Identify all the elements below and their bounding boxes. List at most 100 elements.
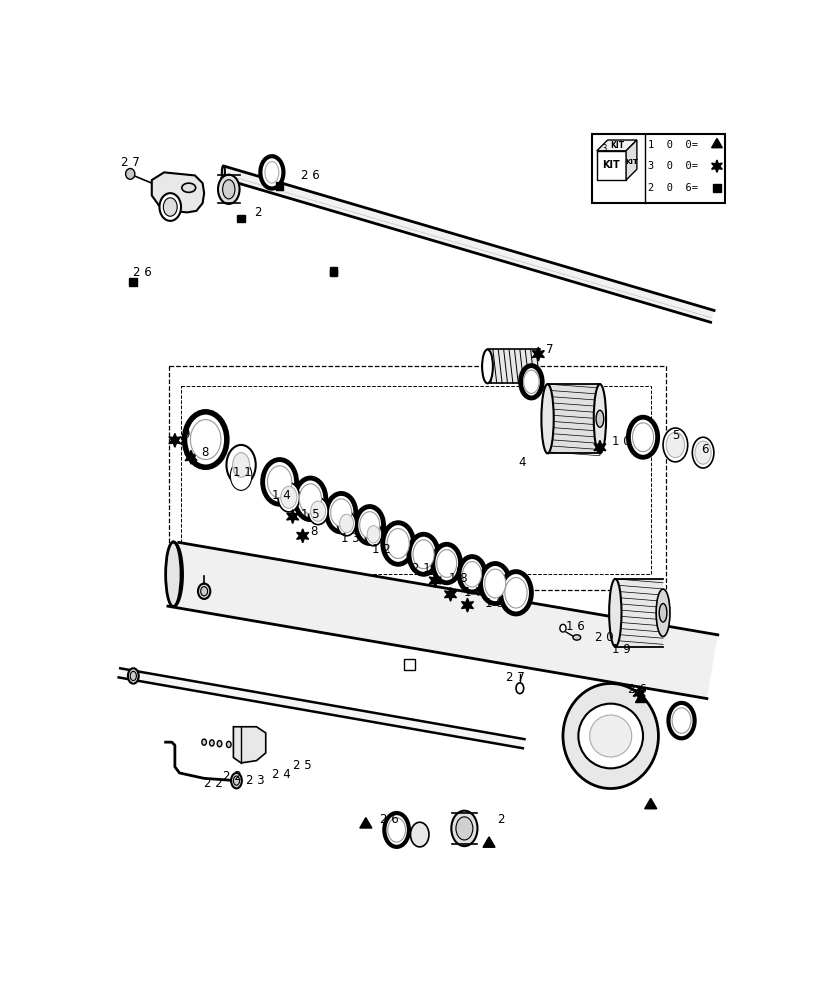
Text: 3  0  0=: 3 0 0=: [648, 161, 698, 171]
Ellipse shape: [326, 493, 356, 532]
Ellipse shape: [263, 460, 296, 504]
Ellipse shape: [126, 169, 135, 179]
Text: 2: 2: [497, 813, 504, 826]
Ellipse shape: [521, 366, 542, 398]
Ellipse shape: [594, 384, 606, 453]
Ellipse shape: [210, 740, 214, 746]
Polygon shape: [462, 598, 473, 612]
Text: 1 4: 1 4: [272, 489, 290, 502]
Ellipse shape: [388, 818, 406, 842]
Ellipse shape: [500, 572, 531, 614]
Ellipse shape: [505, 578, 527, 608]
Ellipse shape: [202, 739, 206, 745]
Ellipse shape: [695, 441, 712, 464]
Polygon shape: [532, 347, 544, 361]
Polygon shape: [636, 692, 648, 703]
Text: 2 2: 2 2: [224, 770, 242, 783]
Polygon shape: [483, 837, 495, 847]
Ellipse shape: [330, 499, 352, 527]
Text: 1 7: 1 7: [464, 586, 483, 599]
Ellipse shape: [463, 562, 481, 587]
Text: 5: 5: [672, 429, 680, 442]
Ellipse shape: [563, 683, 659, 789]
Bar: [712, 184, 721, 192]
Text: 7: 7: [546, 343, 553, 356]
Ellipse shape: [432, 544, 460, 583]
Ellipse shape: [481, 564, 510, 604]
Ellipse shape: [128, 668, 139, 684]
Text: 2 0: 2 0: [596, 631, 614, 644]
Bar: [405, 659, 415, 670]
Text: 1 5: 1 5: [301, 508, 320, 521]
Ellipse shape: [610, 579, 622, 647]
Ellipse shape: [217, 741, 222, 747]
Bar: [330, 267, 337, 275]
Text: 2 5: 2 5: [293, 759, 312, 772]
Ellipse shape: [672, 708, 691, 733]
Ellipse shape: [384, 813, 409, 847]
Bar: [170, 366, 666, 590]
Ellipse shape: [663, 428, 688, 462]
Ellipse shape: [656, 589, 670, 637]
Text: 1 8: 1 8: [449, 572, 468, 585]
Polygon shape: [286, 510, 299, 523]
Polygon shape: [222, 166, 714, 322]
Ellipse shape: [409, 534, 438, 574]
Ellipse shape: [356, 507, 384, 544]
Ellipse shape: [560, 624, 566, 632]
Ellipse shape: [410, 822, 429, 847]
Text: 4: 4: [518, 456, 526, 469]
Text: KIT: KIT: [625, 159, 638, 165]
Ellipse shape: [184, 412, 227, 467]
Bar: [592, 134, 725, 203]
Ellipse shape: [596, 410, 604, 427]
Text: 1 2: 1 2: [372, 543, 391, 556]
Text: KIT: KIT: [602, 160, 620, 170]
Ellipse shape: [413, 540, 434, 569]
Ellipse shape: [198, 584, 211, 599]
Text: 2 3: 2 3: [246, 774, 265, 787]
Ellipse shape: [227, 741, 231, 748]
Polygon shape: [152, 172, 204, 212]
Ellipse shape: [666, 432, 685, 458]
Polygon shape: [118, 668, 525, 748]
Ellipse shape: [573, 635, 581, 640]
Text: KIT: KIT: [610, 141, 624, 150]
Ellipse shape: [265, 162, 279, 183]
Ellipse shape: [387, 529, 410, 558]
Ellipse shape: [159, 193, 181, 221]
Ellipse shape: [230, 461, 252, 490]
Text: 8: 8: [310, 525, 317, 538]
Polygon shape: [360, 818, 372, 828]
Ellipse shape: [383, 523, 414, 564]
Ellipse shape: [190, 420, 221, 460]
Text: 2: 2: [255, 206, 262, 219]
Ellipse shape: [590, 715, 632, 757]
Polygon shape: [712, 160, 722, 172]
Text: 9: 9: [183, 428, 190, 441]
Ellipse shape: [628, 417, 658, 457]
Ellipse shape: [579, 704, 643, 768]
Ellipse shape: [278, 483, 299, 512]
Polygon shape: [169, 433, 181, 447]
Text: 2  0  6=: 2 0 6=: [648, 183, 698, 193]
Ellipse shape: [222, 166, 225, 179]
Ellipse shape: [201, 587, 207, 596]
Bar: [596, 151, 626, 180]
Ellipse shape: [233, 453, 250, 477]
Bar: [548, 384, 600, 453]
Text: 1 0: 1 0: [612, 435, 631, 448]
Polygon shape: [233, 727, 266, 763]
Ellipse shape: [459, 557, 486, 592]
Text: 1 6: 1 6: [566, 620, 585, 633]
Ellipse shape: [260, 156, 283, 189]
Text: 6: 6: [701, 443, 708, 456]
Ellipse shape: [516, 683, 524, 694]
Bar: [615, 579, 663, 647]
Ellipse shape: [692, 437, 714, 468]
Text: 1 9: 1 9: [612, 643, 631, 656]
Ellipse shape: [367, 526, 380, 543]
Text: 3: 3: [601, 144, 606, 153]
Ellipse shape: [231, 773, 242, 788]
Ellipse shape: [131, 671, 136, 681]
